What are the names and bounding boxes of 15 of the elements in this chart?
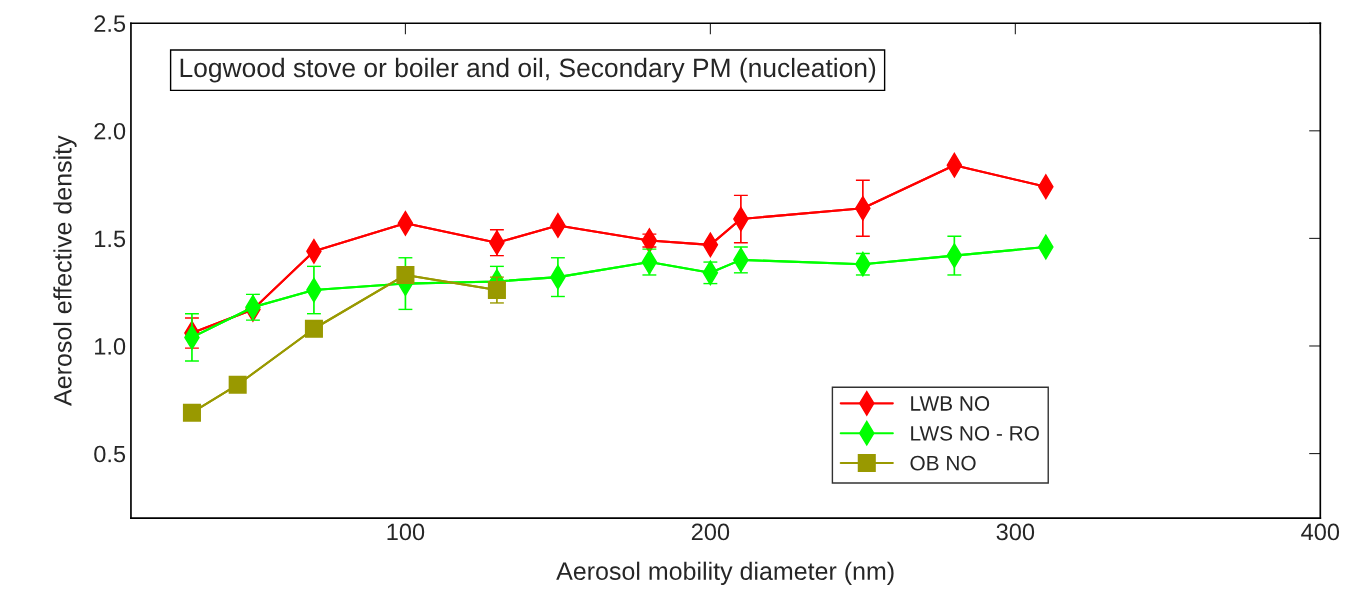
annotation: Logwood stove or boiler and oil, Secondary PM (nucleation) xyxy=(180,57,876,83)
x-axis-title: Aerosol mobility diameter (nm) xyxy=(556,561,894,585)
x-tick-label: 200 xyxy=(691,523,730,541)
y-axis-title: Aerosol effective density xyxy=(53,135,77,406)
y-tick-label: 1.5 xyxy=(95,230,126,248)
legend-label: OB NO xyxy=(910,455,976,471)
y-tick-label: 2.5 xyxy=(94,15,126,33)
y-tick-label: 1.0 xyxy=(95,338,126,355)
x-tick-label: 400 xyxy=(1301,523,1340,541)
y-tick-label: 0.5 xyxy=(94,445,126,463)
legend-label: LWS NO - RO xyxy=(911,425,1039,441)
y-tick-label: 2.0 xyxy=(94,122,126,140)
x-tick-label: 300 xyxy=(996,523,1035,541)
x-tick-label: 100 xyxy=(387,523,425,541)
legend-label: LWB NO xyxy=(911,396,990,411)
